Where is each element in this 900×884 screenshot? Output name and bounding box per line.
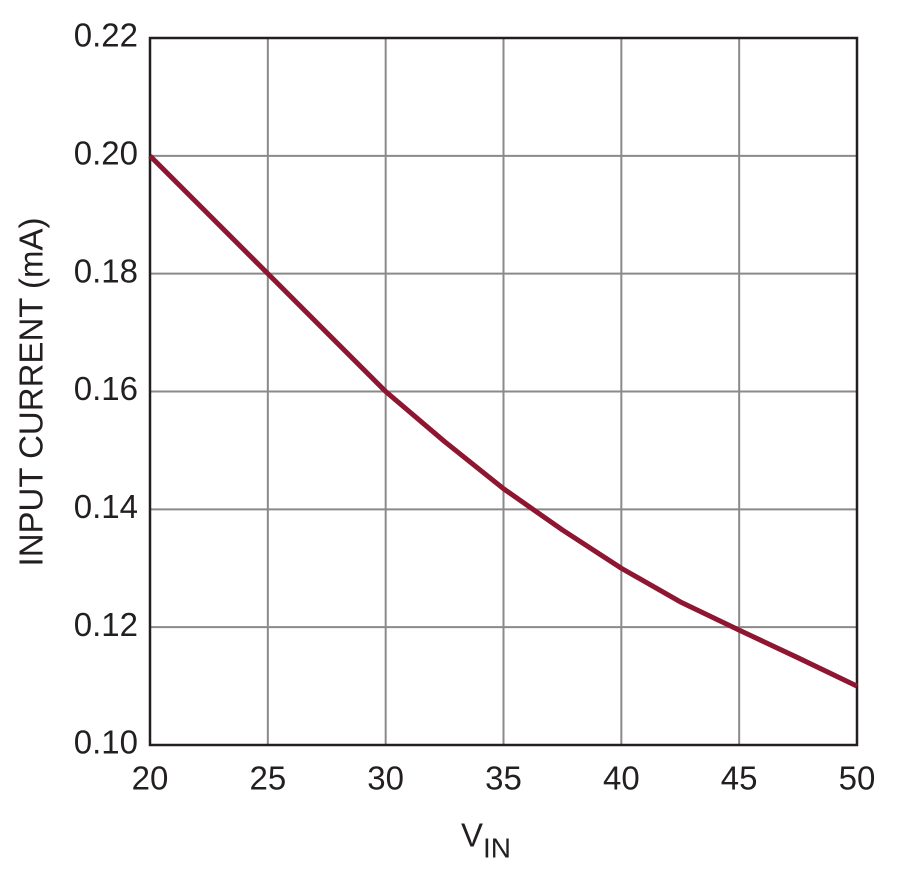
x-tick-label: 20 <box>132 760 169 797</box>
x-tick-label: 50 <box>839 760 876 797</box>
plot-frame <box>148 36 859 747</box>
x-tick-label: 30 <box>367 760 404 797</box>
y-tick-label: 0.14 <box>74 488 138 525</box>
y-tick-label: 0.22 <box>74 17 138 54</box>
x-axis-label-sub: IN <box>483 832 511 863</box>
data-line <box>148 154 859 689</box>
x-tick-label: 25 <box>249 760 286 797</box>
y-tick-label: 0.20 <box>74 135 138 172</box>
y-axis-label: INPUT CURRENT (mA) <box>13 218 50 567</box>
x-axis-label: V <box>461 817 483 854</box>
x-tick-label: 45 <box>721 760 758 797</box>
x-tick-label: 35 <box>485 760 522 797</box>
y-tick-label: 0.16 <box>74 370 138 407</box>
y-tick-label: 0.12 <box>74 606 138 643</box>
x-tick-label: 40 <box>603 760 640 797</box>
y-tick-label: 0.10 <box>74 724 138 761</box>
y-tick-label: 0.18 <box>74 252 138 289</box>
